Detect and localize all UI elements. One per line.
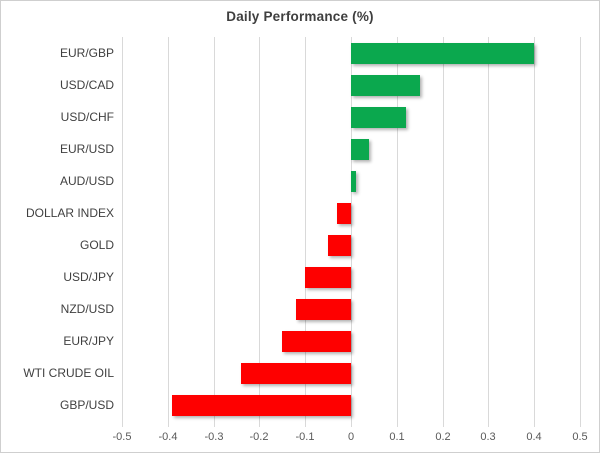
gridline-x-0.4 xyxy=(534,37,535,421)
category-label-usd-cad: USD/CAD xyxy=(59,78,114,92)
chart-title: Daily Performance (%) xyxy=(226,9,374,24)
gridline-x-0.1 xyxy=(397,37,398,421)
x-tick-label: -0.2 xyxy=(249,431,269,443)
category-label-usd-chf: USD/CHF xyxy=(60,110,114,124)
x-tickmark xyxy=(580,421,581,427)
x-tickmark xyxy=(122,421,123,427)
x-tickmark xyxy=(534,421,535,427)
gridline-x--0.2 xyxy=(259,37,260,421)
bar-nzd-usd xyxy=(296,299,351,320)
x-tickmark xyxy=(443,421,444,427)
gridline-x--0.1 xyxy=(305,37,306,421)
x-tickmark xyxy=(351,421,352,427)
x-tick-label: 0.3 xyxy=(480,431,496,443)
x-tickmark xyxy=(305,421,306,427)
x-tick-label: -0.1 xyxy=(295,431,315,443)
bar-wti-crude-oil xyxy=(241,363,351,384)
bar-eur-gbp xyxy=(351,43,535,64)
bar-gold xyxy=(328,235,351,256)
category-label-usd-jpy: USD/JPY xyxy=(63,270,114,284)
category-label-gold: GOLD xyxy=(79,238,114,252)
bar-eur-usd xyxy=(351,139,370,160)
gridline-x--0.4 xyxy=(168,37,169,421)
category-label-aud-usd: AUD/USD xyxy=(59,174,114,188)
gridline-x-0 xyxy=(351,37,352,421)
x-tickmark xyxy=(168,421,169,427)
x-tick-label: 0.5 xyxy=(572,431,588,443)
category-label-dollar-index: DOLLAR INDEX xyxy=(25,206,114,220)
x-tick-label: 0.2 xyxy=(435,431,451,443)
gridline-x--0.5 xyxy=(122,37,123,421)
x-tick-label: 0.4 xyxy=(526,431,542,443)
gridline-x-0.3 xyxy=(488,37,489,421)
bar-dollar-index xyxy=(337,203,351,224)
x-tick-label: -0.3 xyxy=(204,431,224,443)
bar-usd-chf xyxy=(351,107,406,128)
category-label-eur-jpy: EUR/JPY xyxy=(63,334,114,348)
x-tick-label: -0.4 xyxy=(158,431,178,443)
category-label-eur-gbp: EUR/GBP xyxy=(59,46,114,60)
category-label-wti-crude-oil: WTI CRUDE OIL xyxy=(23,366,114,380)
category-label-nzd-usd: NZD/USD xyxy=(60,302,114,316)
bar-aud-usd xyxy=(351,171,356,192)
x-tick-label: 0 xyxy=(347,431,355,443)
category-label-eur-usd: EUR/USD xyxy=(59,142,114,156)
x-tick-label: -0.5 xyxy=(112,431,132,443)
x-tickmark xyxy=(397,421,398,427)
bar-usd-jpy xyxy=(305,267,351,288)
x-tickmark xyxy=(259,421,260,427)
category-label-gbp-usd: GBP/USD xyxy=(59,398,114,412)
x-tickmark xyxy=(488,421,489,427)
bar-eur-jpy xyxy=(282,331,351,352)
gridline-x-0.2 xyxy=(443,37,444,421)
x-tick-label: 0.1 xyxy=(389,431,405,443)
bar-usd-cad xyxy=(351,75,420,96)
gridline-x-0.5 xyxy=(580,37,581,421)
bar-gbp-usd xyxy=(172,395,351,416)
x-tickmark xyxy=(214,421,215,427)
gridline-x--0.3 xyxy=(214,37,215,421)
